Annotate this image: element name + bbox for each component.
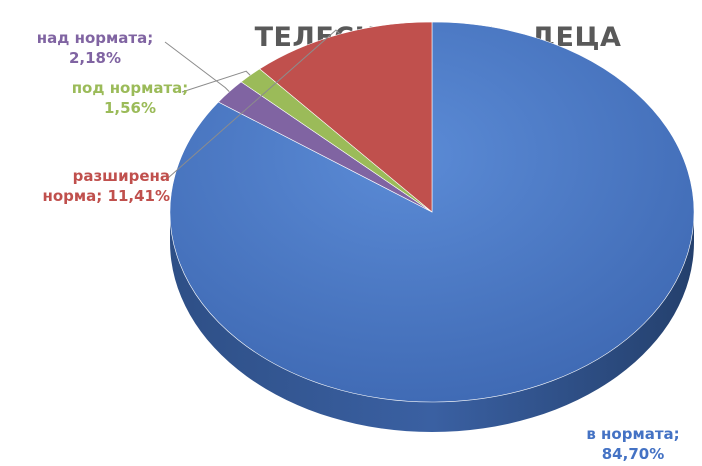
label-line: под нормата; — [71, 79, 189, 97]
slices-layer — [169, 21, 695, 432]
label-value: 1,56% — [103, 99, 157, 117]
leader-lines — [164, 29, 341, 179]
label-value: 2,18% — [68, 49, 122, 67]
leader-line-1 — [164, 41, 230, 92]
pie-slice-0 — [169, 21, 695, 403]
label-value: норма; 11,41% — [42, 187, 171, 205]
leader-line-3 — [167, 29, 341, 179]
data-label-below-norm: под нормата; 1,56% — [55, 78, 205, 118]
pie-slice-3 — [259, 21, 433, 213]
label-value: 84,70% — [601, 445, 665, 463]
leader-line-2 — [181, 70, 251, 93]
label-line: над нормата; — [36, 29, 154, 47]
data-label-extended-norm: разширена норма; 11,41% — [10, 166, 171, 206]
data-label-above-norm: над нормата; 2,18% — [20, 28, 170, 68]
label-line: разширена — [72, 167, 170, 185]
label-line: в нормата; — [586, 425, 680, 443]
slice-side-0 — [170, 212, 694, 432]
data-label-normal: в нормата; 84,70% — [568, 424, 698, 464]
